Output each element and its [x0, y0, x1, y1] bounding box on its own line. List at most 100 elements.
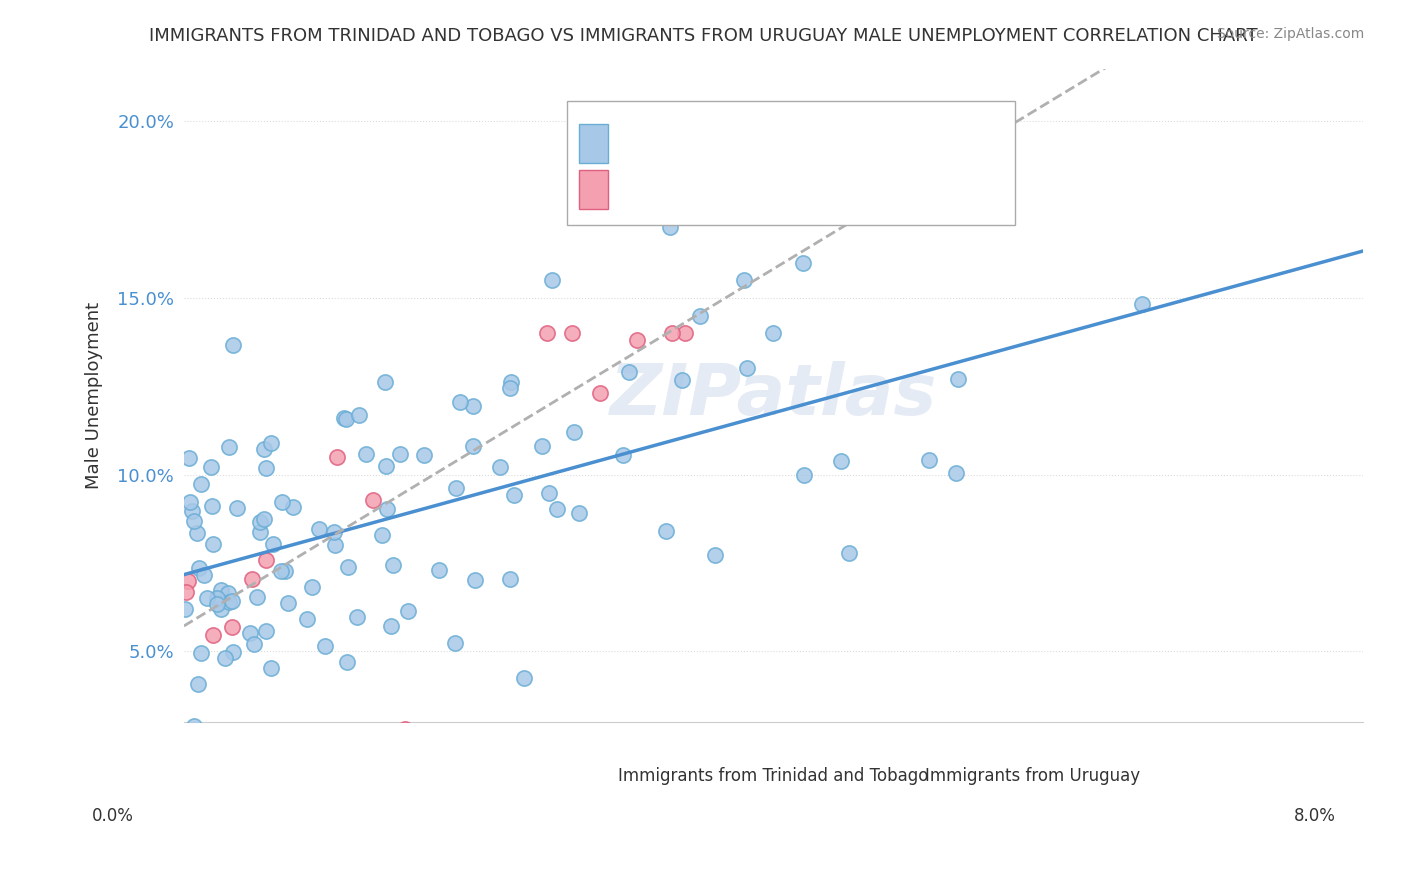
Point	[190, 646, 212, 660]
Point	[489, 460, 512, 475]
Point	[737, 361, 759, 376]
Point	[209, 602, 232, 616]
Point	[513, 671, 536, 685]
Point	[314, 640, 336, 654]
Point	[612, 448, 634, 462]
Point	[193, 567, 215, 582]
Point	[948, 372, 970, 386]
Point	[225, 501, 247, 516]
Point	[201, 499, 224, 513]
Point	[374, 375, 396, 389]
Point	[337, 559, 360, 574]
Point	[239, 626, 262, 640]
FancyBboxPatch shape	[567, 101, 1015, 226]
Point	[201, 536, 224, 550]
FancyBboxPatch shape	[579, 124, 609, 163]
Point	[308, 522, 330, 536]
Point	[536, 326, 558, 341]
Point	[444, 481, 467, 495]
Point	[449, 395, 471, 409]
Point	[253, 512, 276, 526]
Point	[222, 337, 245, 351]
Point	[254, 461, 277, 475]
Point	[945, 467, 967, 481]
Point	[222, 645, 245, 659]
Point	[659, 220, 682, 235]
Point	[461, 399, 484, 413]
Point	[301, 580, 323, 594]
Point	[201, 627, 224, 641]
Point	[262, 537, 284, 551]
Point	[274, 564, 297, 578]
Point	[382, 558, 405, 573]
Point	[396, 604, 419, 618]
Point	[499, 381, 522, 395]
Point	[733, 273, 755, 287]
Point	[207, 597, 229, 611]
Point	[243, 637, 266, 651]
Point	[375, 502, 398, 516]
Point	[626, 333, 648, 347]
Point	[221, 620, 243, 634]
Point	[297, 612, 319, 626]
Point	[179, 494, 201, 508]
Text: 8.0%: 8.0%	[1294, 807, 1336, 825]
Point	[323, 538, 346, 552]
Point	[661, 326, 683, 341]
Point	[538, 485, 561, 500]
Point	[209, 583, 232, 598]
Point	[180, 504, 202, 518]
Point	[323, 524, 346, 539]
Point	[444, 635, 467, 649]
Point	[561, 326, 583, 341]
Point	[562, 425, 585, 440]
Text: Source: ZipAtlas.com: Source: ZipAtlas.com	[1216, 27, 1364, 41]
Point	[689, 309, 711, 323]
Point	[394, 722, 416, 736]
Point	[371, 527, 394, 541]
Point	[617, 365, 640, 379]
Point	[254, 552, 277, 566]
Point	[918, 453, 941, 467]
Point	[271, 495, 294, 509]
Point	[655, 524, 678, 539]
Point	[588, 386, 610, 401]
Point	[177, 451, 200, 466]
Point	[325, 450, 347, 465]
Point	[792, 256, 814, 270]
Point	[253, 442, 276, 456]
Point	[249, 524, 271, 539]
Point	[531, 439, 554, 453]
Point	[499, 375, 522, 389]
Point	[281, 500, 304, 514]
Point	[270, 565, 292, 579]
Point	[183, 514, 205, 528]
Point	[249, 515, 271, 529]
Point	[1130, 297, 1153, 311]
Y-axis label: Male Unemployment: Male Unemployment	[86, 301, 103, 489]
Point	[354, 447, 377, 461]
Point	[347, 408, 370, 422]
Point	[218, 440, 240, 454]
Point	[374, 459, 396, 474]
Point	[260, 660, 283, 674]
Text: Immigrants from Trinidad and Tobago: Immigrants from Trinidad and Tobago	[619, 767, 928, 786]
Point	[186, 526, 208, 541]
Point	[217, 585, 239, 599]
Point	[793, 468, 815, 483]
Point	[260, 435, 283, 450]
Text: ZIPatlas: ZIPatlas	[610, 360, 936, 430]
Point	[568, 506, 591, 520]
Point	[541, 273, 564, 287]
Text: R =  0.509    N =  14: R = 0.509 N = 14	[620, 178, 848, 195]
Point	[361, 492, 384, 507]
FancyBboxPatch shape	[596, 751, 623, 777]
Point	[502, 488, 524, 502]
Text: 0.0%: 0.0%	[91, 807, 134, 825]
Point	[335, 412, 357, 426]
Point	[200, 459, 222, 474]
Point	[546, 502, 568, 516]
Point	[246, 591, 269, 605]
Point	[461, 439, 484, 453]
Text: IMMIGRANTS FROM TRINIDAD AND TOBAGO VS IMMIGRANTS FROM URUGUAY MALE UNEMPLOYMENT: IMMIGRANTS FROM TRINIDAD AND TOBAGO VS I…	[149, 27, 1257, 45]
